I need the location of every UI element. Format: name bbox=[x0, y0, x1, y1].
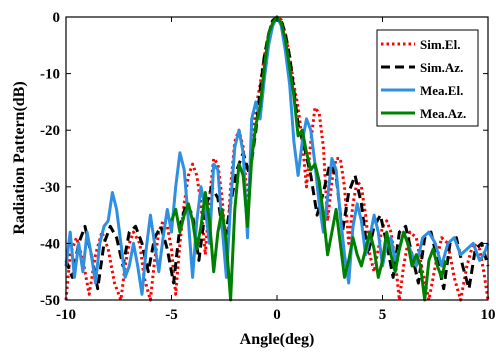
legend-label: Sim.Az. bbox=[420, 60, 463, 75]
series-line-mea-az bbox=[170, 15, 448, 302]
y-tick-label: -10 bbox=[40, 67, 60, 83]
y-tick-label: -40 bbox=[40, 236, 60, 252]
y-tick-label: -20 bbox=[40, 123, 60, 139]
y-axis-label: Radiation Pattern(dB) bbox=[11, 81, 28, 234]
legend-label: Mea.Az. bbox=[420, 106, 466, 121]
x-tick-label: 0 bbox=[273, 307, 281, 323]
x-axis-label: Angle(deg) bbox=[240, 331, 315, 348]
x-tick-label: 5 bbox=[379, 307, 387, 323]
legend: Sim.El. Sim.Az. Mea.El. Mea.Az. bbox=[376, 29, 479, 127]
legend-box bbox=[376, 29, 479, 127]
ticks-layer: -10 -5 0 5 100-10-20-30-40-50 bbox=[40, 10, 496, 323]
legend-label: Sim.El. bbox=[420, 37, 460, 52]
series-line-sim-el bbox=[64, 15, 490, 302]
x-tick-label: -5 bbox=[165, 307, 178, 323]
x-tick-label: 10 bbox=[481, 307, 496, 323]
y-tick-label: -30 bbox=[40, 180, 60, 196]
y-tick-label: 0 bbox=[53, 10, 61, 26]
x-tick-label: -10 bbox=[56, 307, 76, 323]
y-tick-label: -50 bbox=[40, 293, 60, 309]
legend-label: Mea.El. bbox=[420, 83, 463, 98]
